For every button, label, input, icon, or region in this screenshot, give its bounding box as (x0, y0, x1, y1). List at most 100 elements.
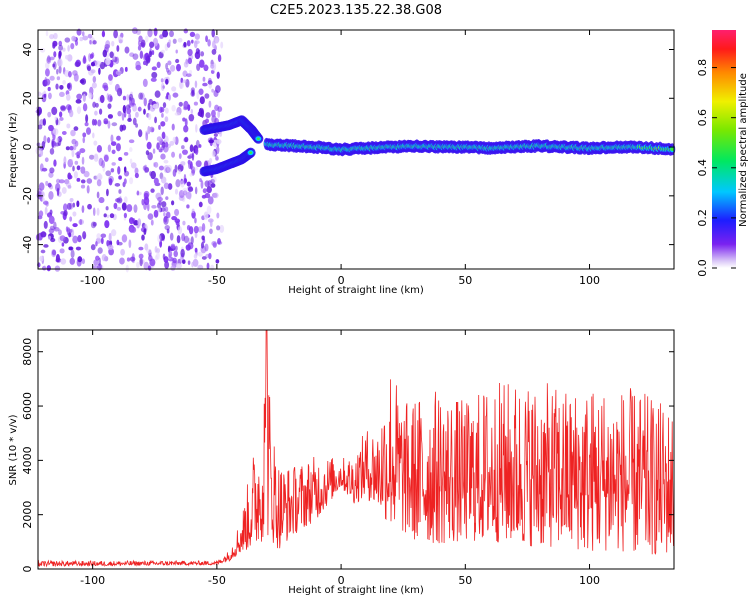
heatmap-noise-blob (204, 243, 209, 252)
heatmap-noise-blob (75, 99, 82, 104)
heatmap-noise-blob (180, 248, 185, 258)
heatmap-noise-blob (138, 35, 143, 43)
heatmap-noise-blob (114, 83, 120, 93)
heatmap-noise-blob (43, 244, 49, 248)
heatmap-noise-blob (130, 97, 135, 106)
heatmap-noise-blob (157, 207, 162, 213)
heatmap-noise-blob (159, 239, 163, 248)
heatmap-noise-blob (77, 235, 82, 243)
heatmap-noise-blob (129, 158, 133, 164)
heatmap-noise-blob (171, 200, 175, 206)
heatmap-noise-blob (201, 235, 205, 241)
heatmap-noise-blob (82, 93, 86, 102)
heatmap-noise-blob (97, 119, 102, 127)
heatmap-noise-blob (49, 148, 55, 155)
heatmap-noise-blob (137, 218, 142, 227)
heatmap-noise-blob (127, 117, 132, 123)
heatmap-noise-blob (201, 256, 207, 260)
heatmap-noise-blob (188, 226, 194, 235)
heatmap-noise-blob (120, 248, 125, 256)
heatmap-noise-blob (39, 47, 46, 53)
heatmap-noise-blob (126, 204, 133, 213)
heatmap-noise-blob (191, 39, 194, 44)
heatmap-noise-blob (147, 28, 153, 38)
heatmap-noise-blob (160, 82, 165, 92)
heatmap-noise-blob (82, 136, 86, 144)
heatmap-noise-blob (146, 141, 152, 150)
heatmap-noise-blob (114, 182, 121, 187)
heatmap-noise-blob (174, 188, 179, 195)
heatmap-noise-blob (76, 200, 80, 208)
heatmap-noise-blob (143, 164, 148, 174)
colorbar-tick-label: 0.8 (696, 59, 709, 77)
heatmap-noise-blob (87, 33, 93, 39)
heatmap-noise-blob (100, 237, 104, 245)
heatmap-noise-blob (198, 88, 204, 95)
heatmap-noise-blob (149, 258, 156, 267)
heatmap-noise-blob (167, 94, 172, 101)
heatmap-noise-blob (49, 167, 55, 174)
heatmap-noise-blob (187, 191, 192, 200)
heatmap-noise-blob (174, 218, 181, 224)
heatmap-noise-blob (45, 68, 50, 77)
heatmap-noise-blob (208, 139, 215, 144)
heatmap-noise-blob (186, 40, 191, 47)
heatmap-noise-blob (177, 226, 183, 235)
heatmap-noise-blob (68, 232, 72, 238)
heatmap-noise-blob (182, 187, 188, 195)
heatmap-noise-blob (215, 85, 221, 94)
heatmap-noise-blob (96, 233, 101, 240)
heatmap-noise-blob (55, 83, 59, 90)
heatmap-noise-blob (177, 37, 183, 43)
heatmap-noise-blob (210, 69, 215, 74)
heatmap-noise-blob (163, 165, 170, 174)
heatmap-noise-blob (132, 27, 138, 35)
heatmap-noise-blob (62, 47, 66, 52)
heatmap-noise-blob (139, 257, 143, 267)
heatmap-noise-blob (205, 35, 208, 43)
heatmap-noise-blob (208, 83, 213, 89)
heatmap-noise-blob (108, 232, 112, 242)
heatmap-noise-blob (52, 128, 59, 136)
heatmap-noise-blob (161, 201, 167, 208)
heatmap-noise-blob (154, 246, 158, 253)
heatmap-noise-blob (65, 182, 72, 187)
heatmap-noise-blob (54, 116, 58, 121)
heatmap-x-tick-label: 0 (338, 274, 345, 287)
heatmap-noise-blob (178, 101, 183, 107)
colorbar-tick-label: 0.6 (696, 109, 709, 127)
heatmap-noise-blob (111, 40, 115, 47)
heatmap-noise-blob (94, 110, 98, 116)
heatmap-noise-blob (200, 242, 205, 249)
heatmap-noise-blob (211, 88, 214, 93)
heatmap-noise-blob (122, 95, 127, 101)
heatmap-noise-blob (166, 228, 170, 234)
heatmap-noise-blob (216, 225, 221, 231)
heatmap-noise-blob (101, 160, 105, 168)
heatmap-noise-blob (59, 91, 65, 98)
heatmap-noise-blob (161, 112, 164, 118)
heatmap-noise-blob (194, 217, 197, 224)
heatmap-noise-blob (194, 33, 200, 40)
heatmap-noise-blob (103, 154, 109, 162)
heatmap-y-ticks: -40 -20 0 20 40 (21, 43, 674, 254)
heatmap-noise-blob (194, 247, 198, 253)
heatmap-noise-blob (128, 217, 135, 225)
heatmap-noise-blob (111, 149, 116, 155)
heatmap-noise-blob (137, 45, 142, 51)
heatmap-noise-blob (123, 166, 127, 173)
heatmap-noise-blob (104, 43, 110, 49)
heatmap-noise-blob (175, 58, 180, 64)
heatmap-noise-blob (103, 213, 107, 218)
heatmap-noise-blob (158, 200, 162, 205)
heatmap-noise-blob (107, 120, 111, 129)
heatmap-noise-blob (200, 51, 205, 57)
heatmap-noise-blob (123, 178, 127, 185)
heatmap-noise-blob (118, 175, 122, 180)
heatmap-noise-blob (169, 64, 176, 72)
heatmap-noise-blob (180, 161, 186, 167)
heatmap-noise-blob (196, 91, 200, 100)
heatmap-noise-blob (82, 231, 87, 240)
heatmap-noise-blob (92, 101, 97, 108)
heatmap-noise-blob (187, 186, 194, 192)
